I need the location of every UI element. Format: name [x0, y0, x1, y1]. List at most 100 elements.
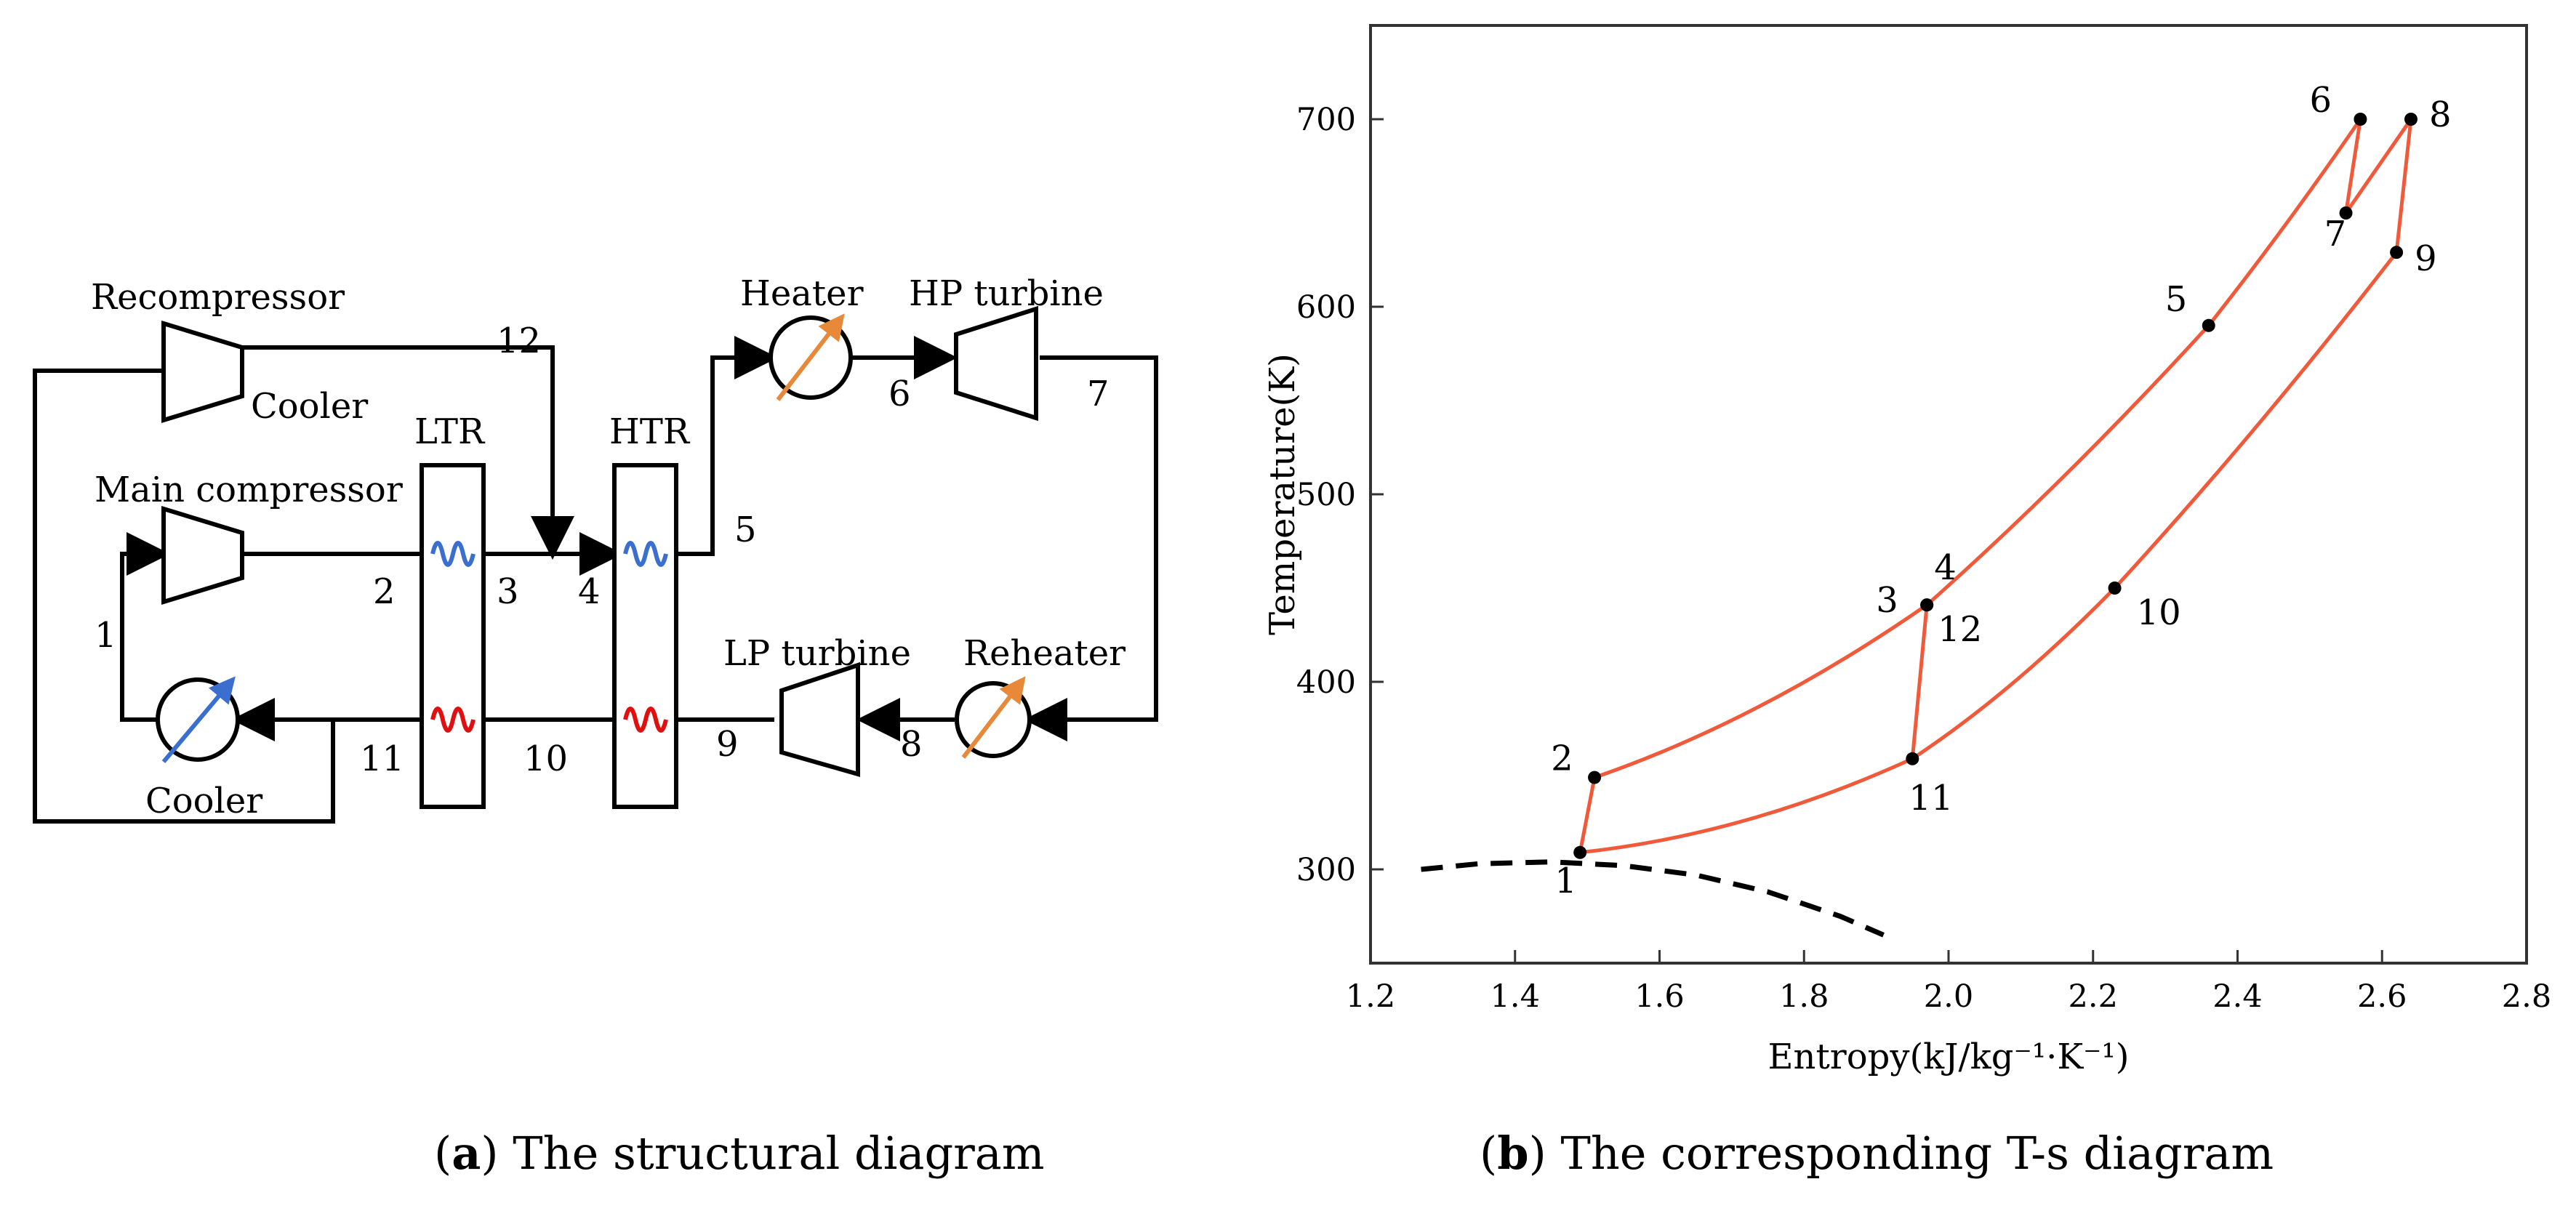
state-8-label: 8	[900, 724, 923, 765]
line-5-6	[2207, 118, 2362, 327]
line-6-7	[2344, 118, 2362, 214]
y-axis-label: Temperature(K)	[1262, 353, 1303, 635]
state-point-label-4: 4	[1934, 547, 1957, 588]
label-hp-turbine: HP turbine	[909, 273, 1104, 314]
state-point-8	[2404, 113, 2417, 126]
state-1-label: 1	[95, 615, 117, 656]
lp-turbine-icon	[779, 661, 860, 777]
y-tick-label: 700	[1296, 102, 1356, 138]
state-point-label-10: 10	[2137, 592, 2181, 633]
pipe-state-12	[242, 345, 574, 560]
x-tick-label: 1.2	[1346, 978, 1395, 1015]
axis-ticks: 1.2 1.4 1.6 1.8 2.0 2.2 2.4 2.6 2.8 300 400 500 600 7…	[1296, 102, 2551, 1015]
state-3-label: 3	[497, 571, 519, 612]
saturation-dome	[1421, 859, 1885, 938]
state-12-label: 12	[497, 321, 541, 361]
caption-a-text: The structural diagram	[513, 1127, 1044, 1180]
y-tick-label: 400	[1296, 664, 1356, 701]
x-tick-label: 1.8	[1779, 978, 1829, 1015]
pipe-state-1	[120, 532, 170, 722]
state-point-label-1: 1	[1554, 861, 1577, 901]
state-point-4	[1920, 598, 1934, 612]
structural-diagram: Recompressor Cooler Main compressor LTR …	[33, 273, 1158, 1180]
caption-b-text: The corresponding T-s diagram	[1560, 1127, 2274, 1180]
state-point-label-11: 11	[1909, 778, 1953, 818]
state-5-label: 5	[734, 510, 757, 550]
state-point-9	[2390, 246, 2404, 260]
state-point-5	[2202, 318, 2215, 332]
y-tick-label: 600	[1296, 289, 1356, 326]
saturation-dome-line	[1421, 859, 1885, 938]
state-point-label-12: 12	[1938, 609, 1982, 650]
heater-arrow-icon	[776, 313, 845, 401]
ltr-exchanger	[420, 463, 486, 809]
x-tick-label: 2.8	[2502, 978, 2551, 1015]
x-tick-label: 2.0	[1924, 978, 1973, 1015]
state-point-label-8: 8	[2429, 94, 2452, 135]
cycle-lines	[1578, 118, 2413, 855]
state-point-10	[2108, 582, 2122, 595]
state-point-label-2: 2	[1551, 739, 1573, 779]
x-tick-label: 2.4	[2212, 978, 2262, 1015]
main-compressor-icon	[161, 505, 244, 606]
label-cooler-top: Cooler	[251, 386, 368, 427]
line-2-4	[1594, 603, 1928, 779]
state-point-2	[1588, 771, 1602, 784]
label-cooler-bottom: Cooler	[145, 781, 262, 821]
line-7-8	[2344, 118, 2413, 214]
label-heater: Heater	[740, 273, 864, 314]
x-tick-label: 2.2	[2069, 978, 2118, 1015]
cooler-arrow-icon	[161, 676, 236, 763]
state-point-label-5: 5	[2165, 279, 2188, 320]
label-htr: HTR	[609, 411, 691, 452]
line-10-11	[1911, 587, 2116, 760]
htr-exchanger	[612, 463, 678, 809]
label-reheater: Reheater	[963, 633, 1126, 674]
state-point-6	[2354, 113, 2367, 126]
label-ltr: LTR	[414, 411, 486, 452]
y-tick-label: 300	[1296, 852, 1356, 888]
state-point-label-6: 6	[2309, 80, 2332, 121]
state-10-label: 10	[523, 739, 568, 779]
label-lp-turbine: LP turbine	[723, 633, 911, 674]
state-9-label: 9	[716, 724, 739, 765]
state-point-label-9: 9	[2415, 238, 2437, 279]
line-8-9	[2394, 118, 2413, 253]
x-tick-label: 1.6	[1634, 978, 1684, 1015]
state-point-7	[2339, 206, 2353, 220]
state-2-label: 2	[373, 571, 396, 612]
pipe-state-5	[670, 336, 778, 556]
reheater-arrow-icon	[961, 676, 1026, 759]
pipe-cooler-to-recompressor	[33, 369, 335, 824]
htr-cold-coil-icon	[623, 541, 668, 567]
x-axis-label: Entropy(kJ/kg⁻¹·K⁻¹)	[1768, 1037, 2130, 1077]
state-point-label-3: 3	[1876, 580, 1898, 621]
line-4-5	[1925, 324, 2210, 607]
state-point-label-7: 7	[2324, 214, 2347, 254]
y-tick-label: 500	[1296, 477, 1356, 513]
line-9-10	[2113, 251, 2399, 590]
ltr-cold-coil-icon	[430, 541, 476, 567]
line-11-1	[1579, 757, 1914, 855]
line-1-2	[1578, 777, 1597, 853]
hp-turbine-icon	[954, 305, 1038, 422]
state-4-label: 4	[578, 571, 601, 612]
state-point-1	[1573, 845, 1587, 859]
label-recompressor: Recompressor	[91, 277, 345, 318]
ts-chart: 1.2 1.4 1.6 1.8 2.0 2.2 2.4 2.6 2.8 300 400 500 600 7…	[1262, 24, 2551, 1180]
x-tick-label: 2.6	[2357, 978, 2407, 1015]
recompressor-icon	[161, 320, 244, 424]
caption-a-letter: a	[452, 1127, 481, 1180]
htr-hot-coil-icon	[623, 707, 668, 733]
state-11-label: 11	[360, 739, 404, 779]
state-6-label: 6	[888, 374, 911, 414]
line-12-11	[1910, 604, 1929, 760]
caption-b-letter: b	[1497, 1127, 1528, 1180]
label-main-compressor: Main compressor	[95, 470, 403, 510]
state-point-11	[1906, 752, 1919, 765]
ltr-hot-coil-icon	[430, 707, 476, 733]
caption-b: (b) The corresponding T-s diagram	[1480, 1127, 2274, 1180]
caption-a: (a) The structural diagram	[434, 1127, 1045, 1180]
